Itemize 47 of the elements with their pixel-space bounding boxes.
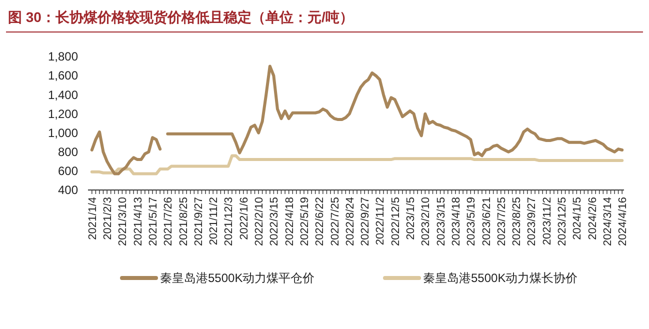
legend-label: 秦皇岛港5500K动力煤平仓价 xyxy=(160,271,315,285)
x-tick-label: 2022/1/6 xyxy=(238,197,250,240)
x-tick-label: 2021/8/25 xyxy=(178,197,190,246)
x-tick-label: 2023/6/21 xyxy=(480,197,493,246)
x-tick-label: 2023/4/18 xyxy=(450,197,462,246)
y-tick-label: 1,000 xyxy=(48,126,78,140)
y-tick-label: 1,400 xyxy=(48,88,78,102)
y-tick-label: 600 xyxy=(58,164,78,178)
y-tick-label: 400 xyxy=(58,183,78,197)
y-tick-label: 1,600 xyxy=(48,68,78,83)
x-tick-label: 2024/4/16 xyxy=(617,197,630,246)
x-tick-label: 2021/2/3 xyxy=(102,197,114,240)
x-tick-label: 2023/5/19 xyxy=(466,197,478,246)
x-tick-label: 2023/11/2 xyxy=(541,197,554,246)
x-tick-label: 2023/2/10 xyxy=(420,197,432,246)
x-tick-label: 2022/12/5 xyxy=(390,197,402,246)
x-tick-label: 2022/9/27 xyxy=(360,197,372,246)
x-tick-label: 2022/11/2 xyxy=(374,197,387,246)
x-tick-label: 2021/1/4 xyxy=(86,197,99,240)
x-tick-label: 2024/2/6 xyxy=(586,197,599,240)
x-tick-label: 2021/11/2 xyxy=(208,197,220,246)
y-tick-label: 800 xyxy=(58,144,78,159)
x-tick-label: 2024/3/14 xyxy=(602,197,614,246)
x-tick-label: 2023/9/27 xyxy=(526,197,538,246)
x-tick-label: 2023/7/25 xyxy=(496,197,508,246)
y-tick-label: 1,800 xyxy=(48,50,78,64)
x-tick-label: 2023/1/5 xyxy=(405,197,418,240)
x-tick-label: 2021/7/26 xyxy=(162,197,175,246)
x-tick-label: 2022/3/15 xyxy=(268,197,281,246)
x-tick-label: 2024/1/5 xyxy=(572,197,584,240)
x-tick-label: 2021/12/3 xyxy=(223,197,236,246)
legend-label: 秦皇岛港5500K动力煤长协价 xyxy=(423,271,578,285)
y-tick-label: 1,200 xyxy=(48,106,78,121)
x-tick-label: 2021/3/10 xyxy=(117,197,130,246)
x-tick-label: 2023/8/25 xyxy=(511,197,524,246)
x-tick-label: 2022/6/22 xyxy=(314,197,326,246)
x-tick-label: 2021/9/27 xyxy=(192,197,205,246)
title: 图 30：长协煤价格较现货价格低且稳定（单位：元/吨） xyxy=(8,9,354,25)
x-tick-label: 2022/2/10 xyxy=(254,197,266,246)
x-tick-label: 2021/5/17 xyxy=(147,197,160,246)
x-tick-label: 2022/7/25 xyxy=(329,197,342,246)
x-tick-label: 2022/8/24 xyxy=(344,197,356,246)
x-tick-label: 2023/12/5 xyxy=(556,197,569,246)
x-tick-label: 2022/4/18 xyxy=(284,197,296,246)
x-tick-label: 2022/5/19 xyxy=(298,197,311,246)
x-tick-label: 2021/4/13 xyxy=(132,197,144,246)
x-tick-label: 2023/3/15 xyxy=(435,197,448,246)
